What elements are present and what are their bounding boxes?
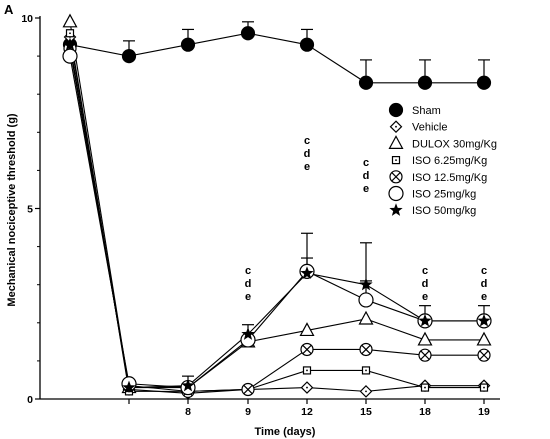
data-point [302,366,312,375]
significance-letter: d [304,148,311,160]
series-line [69,56,484,389]
significance-letter: c [363,157,369,169]
data-point [65,29,75,38]
data-point [299,322,315,337]
significance-letter: c [422,265,428,277]
axes: 0 5 10 8 9 12 15 18 19 [21,13,500,418]
significance-letter: c [481,265,487,277]
x-tick-label: 12 [301,406,313,418]
significance-letter: e [304,161,310,173]
series-line [69,36,484,394]
data-point [241,382,255,397]
legend-marker [388,135,404,149]
legend-marker [388,185,404,202]
data-point [358,292,374,308]
data-point [181,378,195,392]
significance-letter: e [245,291,251,303]
x-tick-label: 8 [185,406,191,418]
legend-entry: Sham [412,105,441,117]
significance-letter: d [481,278,488,290]
error-bars [123,21,490,388]
legend: Sham Vehicle DULOX 30mg/Kg ISO 6.25mg/Kg ISO… [388,102,497,217]
series-line [69,44,484,389]
significance-letter: e [363,183,369,195]
data-point [476,75,492,90]
legend-marker [389,170,403,184]
data-point [299,37,315,52]
legend-entry: ISO 50mg/kg [412,205,476,217]
data-point [300,381,314,394]
x-tick-label: 9 [245,406,251,418]
data-point [417,331,433,346]
data-point [359,385,373,398]
significance-letter: c [304,135,310,147]
x-tick-label: 19 [478,406,490,418]
data-point [63,37,77,51]
significance-letter: d [245,278,252,290]
series-line [69,32,484,84]
data-point [476,331,492,346]
legend-entry: ISO 25mg/kg [412,189,476,201]
data-point [477,348,491,362]
legend-marker [389,203,403,216]
series-line [69,48,484,392]
data-point [240,26,256,41]
legend-marker [391,156,401,165]
significance-letter: d [363,170,370,182]
data-point [62,13,78,28]
y-tick-label: 10 [21,13,33,25]
y-tick-label: 0 [27,394,33,406]
legend-entry: Vehicle [412,122,447,134]
data-point [121,48,137,64]
x-axis-title: Time (days) [255,426,316,438]
data-point [477,313,491,327]
legend-entry: DULOX 30mg/Kg [412,138,497,150]
y-tick-label: 5 [27,204,33,216]
data-point [122,380,136,394]
data-point [420,383,430,392]
significance-letter: d [422,278,429,290]
legend-entry: ISO 12.5mg/Kg [412,172,487,184]
data-point [359,342,373,357]
data-point [62,48,78,64]
y-axis-title: Mechanical nociceptive threshold (g) [6,113,18,306]
data-point [418,348,432,362]
data-point [417,75,433,90]
data-point [479,383,489,392]
significance-letter: e [481,291,487,303]
panel-label: A [4,2,14,17]
data-point [418,313,432,327]
series-line [69,33,484,392]
data-point [358,75,374,90]
significance-letter: c [245,265,251,277]
series-markers [62,13,492,400]
data-point [180,37,196,52]
legend-marker [388,102,404,118]
legend-entry: ISO 6.25mg/Kg [412,155,487,167]
data-point [300,266,314,279]
data-point [359,277,373,291]
series-lines [69,21,484,394]
data-point [241,327,255,340]
data-point [361,366,371,375]
data-point [300,342,314,357]
legend-marker [389,120,403,134]
significance-letter: e [422,291,428,303]
data-point [358,310,374,325]
x-tick-label: 15 [360,406,372,418]
x-tick-label: 18 [419,406,431,418]
